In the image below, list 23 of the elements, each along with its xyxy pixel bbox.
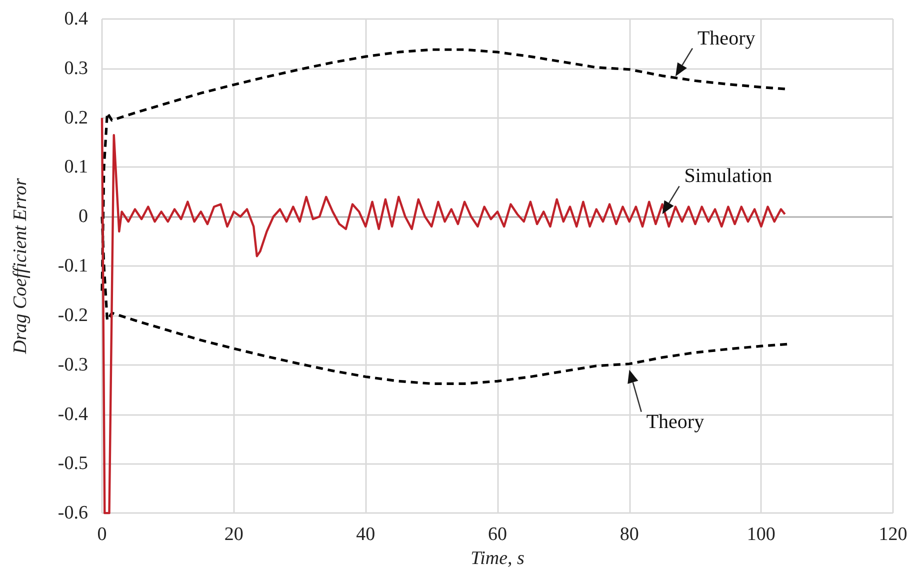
- y-tick-label: 0: [78, 206, 88, 228]
- x-tick-label: 0: [97, 524, 107, 546]
- x-axis-title: Time, s: [470, 548, 524, 569]
- y-axis-title: Drag Coefficient Error: [10, 178, 31, 355]
- y-tick-label: -0.3: [58, 354, 88, 376]
- x-tick-label: 80: [620, 524, 639, 546]
- x-tick-label: 60: [488, 524, 507, 546]
- x-tick-label: 100: [746, 524, 776, 546]
- annotation: Simulation: [684, 165, 772, 188]
- x-tick-label: 120: [878, 524, 908, 546]
- x-tick-label: 20: [224, 524, 244, 546]
- y-tick-label: -0.6: [58, 502, 88, 524]
- y-tick-label: 0.1: [64, 156, 88, 178]
- y-tick-label: 0.4: [64, 8, 88, 30]
- y-tick-label: -0.1: [58, 256, 88, 277]
- annotation: Theory: [646, 410, 704, 433]
- y-tick-label: -0.2: [58, 304, 88, 326]
- y-tick-label: -0.4: [58, 404, 88, 425]
- x-tick-label: 40: [356, 524, 376, 546]
- y-tick-label: -0.5: [58, 453, 88, 474]
- y-tick-label: 0.3: [64, 58, 88, 79]
- annotation: Theory: [697, 27, 756, 50]
- y-tick-label: 0.2: [64, 107, 88, 128]
